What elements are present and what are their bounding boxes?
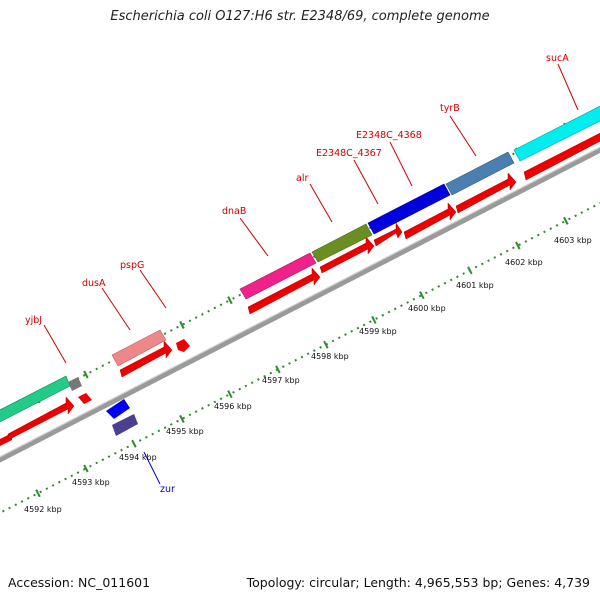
cds-arrow <box>7 396 75 441</box>
gene-label: tyrB <box>440 103 460 114</box>
leader-yjbJ <box>43 324 67 364</box>
inner-scale-track <box>0 202 600 514</box>
reverse-genes <box>106 399 138 436</box>
genome-backbone-highlight <box>0 146 600 458</box>
gene-block-tyrB[interactable] <box>445 151 515 196</box>
gene-label: zur <box>160 484 175 495</box>
leader-E2348C_4367 <box>353 159 379 205</box>
gene-block-sucA[interactable] <box>513 101 600 162</box>
gene-label: pspG <box>120 260 144 271</box>
scale-label: 4602 kbp <box>505 258 543 267</box>
scale-label: 4596 kbp <box>214 402 252 411</box>
leader-E2348C_4368 <box>389 141 413 187</box>
major-tick <box>83 464 89 473</box>
major-tick <box>563 216 569 225</box>
leader-pspG <box>139 269 167 309</box>
scale-label: 4601 kbp <box>456 281 494 290</box>
major-tick <box>83 370 89 379</box>
cds-arrow <box>523 132 600 181</box>
scale-label: 4598 kbp <box>311 352 349 361</box>
major-tick <box>467 266 473 275</box>
inner-tick-marks <box>35 216 569 498</box>
gene-label: sucA <box>546 53 569 64</box>
genome-summary-text: Topology: circular; Length: 4,965,553 bp… <box>246 575 590 590</box>
gene-label: dnaB <box>222 206 246 217</box>
leader-dnaB <box>239 217 269 257</box>
genome-backbone <box>0 147 600 463</box>
cds-arrows <box>0 132 600 446</box>
leader-tyrB <box>449 115 477 157</box>
major-tick <box>131 439 137 448</box>
gene-block-yjbJ[interactable] <box>0 375 71 425</box>
major-tick <box>179 320 185 329</box>
major-tick <box>371 315 377 324</box>
major-tick <box>515 241 521 250</box>
gene-block-dusA[interactable] <box>111 329 167 367</box>
major-tick <box>35 489 41 498</box>
gene-block[interactable] <box>112 414 138 436</box>
cds-arrow <box>119 340 173 378</box>
gene-label: dusA <box>82 278 106 289</box>
scale-label: 4595 kbp <box>166 427 204 436</box>
cds-arrow <box>403 202 457 240</box>
gene-labels: yjbJ dusA pspG dnaB alr E2348C_4367 E234… <box>25 53 569 495</box>
scale-label: 4599 kbp <box>359 327 397 336</box>
gene-blocks <box>0 101 600 425</box>
scale-label: 4592 kbp <box>24 505 62 514</box>
leader-alr <box>309 183 333 223</box>
cds-arrow <box>176 339 190 352</box>
major-tick <box>275 365 281 374</box>
scale-labels: 4592 kbp 4593 kbp 4594 kbp 4595 kbp 4596… <box>24 236 592 514</box>
scale-label: 4603 kbp <box>554 236 592 245</box>
scale-label: 4597 kbp <box>262 376 300 385</box>
major-tick <box>419 291 425 300</box>
gene-label: alr <box>296 173 308 184</box>
major-tick <box>323 340 329 349</box>
gene-label: E2348C_4367 <box>316 148 382 159</box>
scale-label: 4593 kbp <box>72 478 110 487</box>
major-tick <box>227 390 233 399</box>
gene-block-zur[interactable] <box>106 399 130 419</box>
leader-zur <box>143 451 161 485</box>
map-title: Escherichia coli O127:H6 str. E2348/69, … <box>110 9 490 24</box>
gene-block-alr[interactable] <box>311 223 373 263</box>
major-tick <box>227 296 233 305</box>
cds-arrow <box>373 222 403 247</box>
cds-arrow <box>247 267 321 315</box>
leader-dusA <box>101 287 131 331</box>
scale-label: 4600 kbp <box>408 304 446 313</box>
scale-label: 4594 kbp <box>119 453 157 462</box>
accession-text: Accession: NC_011601 <box>8 575 151 590</box>
gene-block[interactable] <box>68 377 82 391</box>
leader-sucA <box>557 63 579 111</box>
gene-label: yjbJ <box>25 315 42 326</box>
cds-arrow <box>319 236 375 274</box>
label-leaders <box>43 63 579 485</box>
gene-block-dnaB[interactable] <box>239 252 317 300</box>
gene-label: E2348C_4368 <box>356 130 422 141</box>
gene-block-E2348C_4367[interactable] <box>367 183 451 235</box>
cds-arrow <box>78 393 92 404</box>
major-tick <box>179 414 185 423</box>
cds-arrow <box>455 172 517 214</box>
